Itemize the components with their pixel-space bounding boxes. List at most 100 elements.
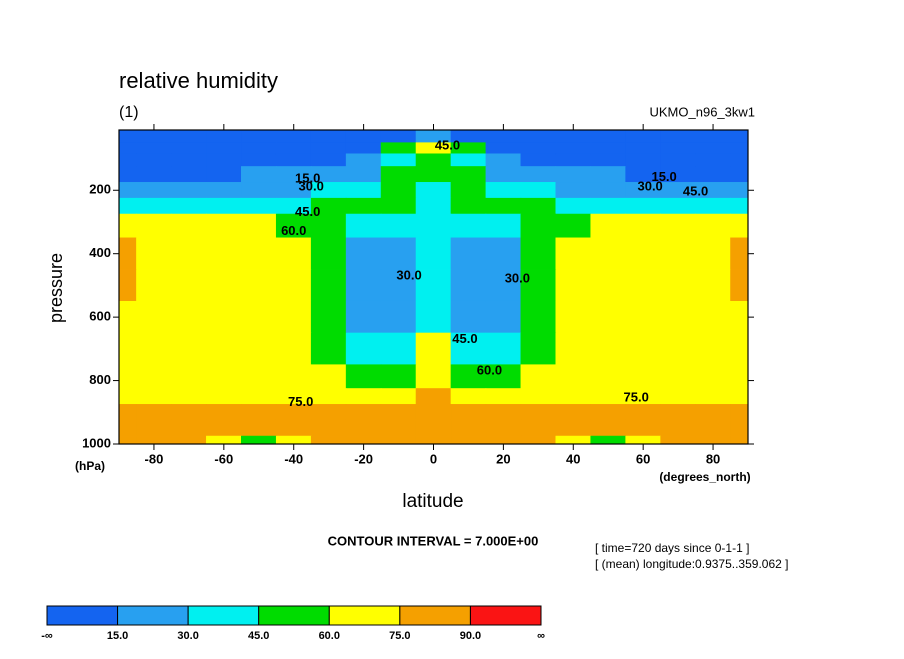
contour-cell — [625, 435, 661, 445]
contour-cell — [660, 404, 696, 421]
x-tick-label: 20 — [496, 451, 510, 466]
contour-cell — [171, 129, 207, 143]
contour-cell — [730, 404, 749, 421]
contour-cell — [310, 435, 347, 445]
contour-cell — [136, 435, 172, 445]
contour-cell — [310, 364, 347, 389]
contour-cell — [730, 142, 749, 155]
contour-cell — [730, 182, 749, 199]
contour-cell — [450, 269, 487, 302]
colorbar-swatch — [187, 605, 260, 626]
contour-cell — [625, 332, 661, 366]
y-axis-title: pressure — [46, 253, 66, 323]
contour-cell — [695, 435, 731, 445]
contour-cell — [415, 213, 452, 239]
y-tick-label: 200 — [89, 182, 111, 197]
contour-cell — [310, 129, 347, 143]
x-tick-label: -60 — [214, 451, 233, 466]
contour-cell — [520, 332, 557, 366]
contour-cell — [206, 332, 242, 366]
chart-subtitle: (1) — [119, 104, 139, 121]
contour-cell — [118, 237, 137, 270]
contour-cell — [275, 237, 312, 270]
contour-cell — [660, 153, 696, 167]
contour-cell — [415, 182, 452, 199]
contour-cell — [730, 269, 749, 302]
contour-cell — [660, 388, 696, 405]
contour-cell — [695, 166, 731, 183]
contour-cell — [241, 269, 277, 302]
contour-cell — [695, 388, 731, 405]
contour-cell — [450, 419, 487, 437]
contour-cell — [415, 388, 452, 405]
contour-cell — [555, 364, 592, 389]
contour-cell — [415, 269, 452, 302]
contour-cell — [590, 419, 626, 437]
contour-cell — [625, 364, 661, 389]
contour-cell — [171, 364, 207, 389]
contour-cell — [485, 129, 522, 143]
contour-cell — [590, 269, 626, 302]
contour-cell — [695, 129, 731, 143]
contour-cell — [695, 364, 731, 389]
info-line: [ time=720 days since 0-1-1 ] — [595, 541, 749, 555]
contour-label: 45.0 — [452, 331, 477, 346]
contour-cell — [730, 197, 749, 215]
contour-cell — [415, 332, 452, 366]
y-tick-label: 800 — [89, 372, 111, 387]
contour-cell — [695, 300, 731, 334]
contour-cell — [206, 197, 242, 215]
contour-cell — [136, 213, 172, 239]
contour-cell — [660, 142, 696, 155]
contour-cell — [345, 332, 382, 366]
contour-cell — [555, 166, 592, 183]
contour-cell — [730, 166, 749, 183]
contour-cell — [485, 332, 522, 366]
contour-cell — [345, 419, 382, 437]
contour-cell — [625, 129, 661, 143]
contour-cell — [485, 182, 522, 199]
contour-cell — [660, 364, 696, 389]
contour-cell — [625, 237, 661, 270]
contour-cell — [345, 404, 382, 421]
contour-cell — [590, 435, 626, 445]
contour-cell — [695, 419, 731, 437]
contour-cell — [520, 435, 557, 445]
contour-cell — [415, 197, 452, 215]
x-tick-label: 40 — [566, 451, 580, 466]
contour-cell — [520, 237, 557, 270]
contour-cell — [555, 213, 592, 239]
contour-cell — [345, 388, 382, 405]
contour-cell — [380, 166, 417, 183]
contour-cell — [310, 419, 347, 437]
contour-cell — [206, 237, 242, 270]
contour-cell — [118, 300, 137, 334]
contour-cell — [136, 269, 172, 302]
contour-label: 45.0 — [435, 137, 460, 152]
contour-cell — [450, 388, 487, 405]
contour-cell — [695, 153, 731, 167]
contour-cell — [171, 269, 207, 302]
contour-cell — [730, 129, 749, 143]
contour-cell — [241, 129, 277, 143]
contour-cell — [241, 300, 277, 334]
contour-cell — [660, 435, 696, 445]
contour-label: 75.0 — [624, 389, 649, 404]
contour-cell — [520, 404, 557, 421]
contour-cell — [555, 153, 592, 167]
contour-cell — [345, 237, 382, 270]
contour-cell — [345, 197, 382, 215]
contour-cell — [241, 435, 277, 445]
contour-cell — [118, 129, 137, 143]
contour-cell — [450, 237, 487, 270]
contour-cell — [241, 166, 277, 183]
contour-cell — [380, 197, 417, 215]
contour-cell — [118, 404, 137, 421]
contour-cell — [206, 388, 242, 405]
contour-cell — [310, 269, 347, 302]
contour-cell — [590, 142, 626, 155]
contour-cell — [380, 419, 417, 437]
contour-cell — [275, 142, 312, 155]
colorbar-label: 45.0 — [248, 630, 269, 642]
y-axis-unit: (hPa) — [75, 459, 105, 473]
